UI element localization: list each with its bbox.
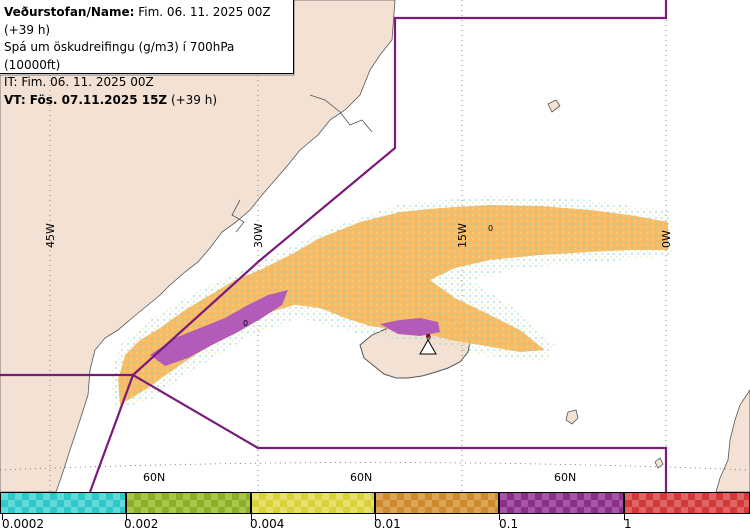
forecast-hour: (+39 h) <box>167 92 218 107</box>
small-island <box>547 99 561 113</box>
fjord-line <box>309 94 373 133</box>
norway-coast <box>715 389 750 492</box>
initial-time: IT: Fim. 06. 11. 2025 00Z <box>4 75 154 89</box>
legend-tick <box>624 514 625 520</box>
lon-label-45w: 45W <box>44 223 57 248</box>
ash-plume-fringe <box>110 196 672 410</box>
greenland-landmass <box>0 0 396 492</box>
legend-tick-label: 0.0002 <box>2 517 44 531</box>
valid-time-label: VT: Fös. 07.11.2025 15Z <box>4 92 168 107</box>
lon-label-30w: 30W <box>252 223 265 248</box>
legend-tick-label: 0.01 <box>374 517 401 531</box>
small-island <box>654 457 664 469</box>
legend-tick-label: 1 <box>624 517 632 531</box>
legend-swatch <box>499 492 624 514</box>
legend-swatch <box>251 492 375 514</box>
legend-tick-label: 0.004 <box>250 517 285 531</box>
lat-label: 60N <box>143 471 165 484</box>
lat-label: 60N <box>554 471 576 484</box>
legend-swatch <box>375 492 499 514</box>
legend-tick <box>375 514 376 520</box>
lon-label-15w: 15W <box>456 223 469 248</box>
volcano-source-dot <box>426 334 430 338</box>
volcano-icon <box>419 338 437 355</box>
legend-tick-label: 0.1 <box>499 517 519 531</box>
fjord-line <box>231 199 245 233</box>
legend-tick <box>251 514 252 520</box>
legend-swatch <box>126 492 251 514</box>
ash-forecast-map: 0 0 0 45W 30W 15W 0W 60N 60N 60N <box>0 0 750 492</box>
lat-label: 60N <box>350 471 372 484</box>
legend-tick <box>2 514 3 520</box>
lon-label-0w: 0W <box>660 230 673 248</box>
agency-line: Veðurstofan/Name: Fim. 06. 11. 2025 00Z … <box>4 4 293 39</box>
legend-swatch <box>624 492 750 514</box>
ash-plume-high <box>150 290 288 366</box>
contour-label: 0 <box>243 319 248 328</box>
small-island <box>565 409 579 425</box>
legend-tick-label: 0.002 <box>124 517 159 531</box>
agency-label: Veðurstofan/Name: <box>4 5 135 19</box>
legend-swatch <box>0 492 126 514</box>
issue-time: Fim. 06. 11. 2025 00Z (+39 h) <box>4 5 271 37</box>
legend-tick <box>499 514 500 520</box>
forecast-info-box: Veðurstofan/Name: Fim. 06. 11. 2025 00Z … <box>0 0 294 107</box>
contour-label: 0 <box>488 224 493 233</box>
domain-boundary <box>0 0 668 492</box>
concentration-legend: 0.0002 0.002 0.004 0.01 0.1 1 <box>0 492 750 532</box>
legend-tick <box>126 514 127 520</box>
ash-plume-high <box>380 318 440 336</box>
product-description: Spá um öskudreifingu (g/m3) í 700hPa (10… <box>4 40 235 72</box>
graticule <box>0 0 750 492</box>
valid-time-line: VT: Fös. 07.11.2025 15Z (+39 h) <box>4 92 293 110</box>
contour-label: 0 <box>426 333 431 342</box>
